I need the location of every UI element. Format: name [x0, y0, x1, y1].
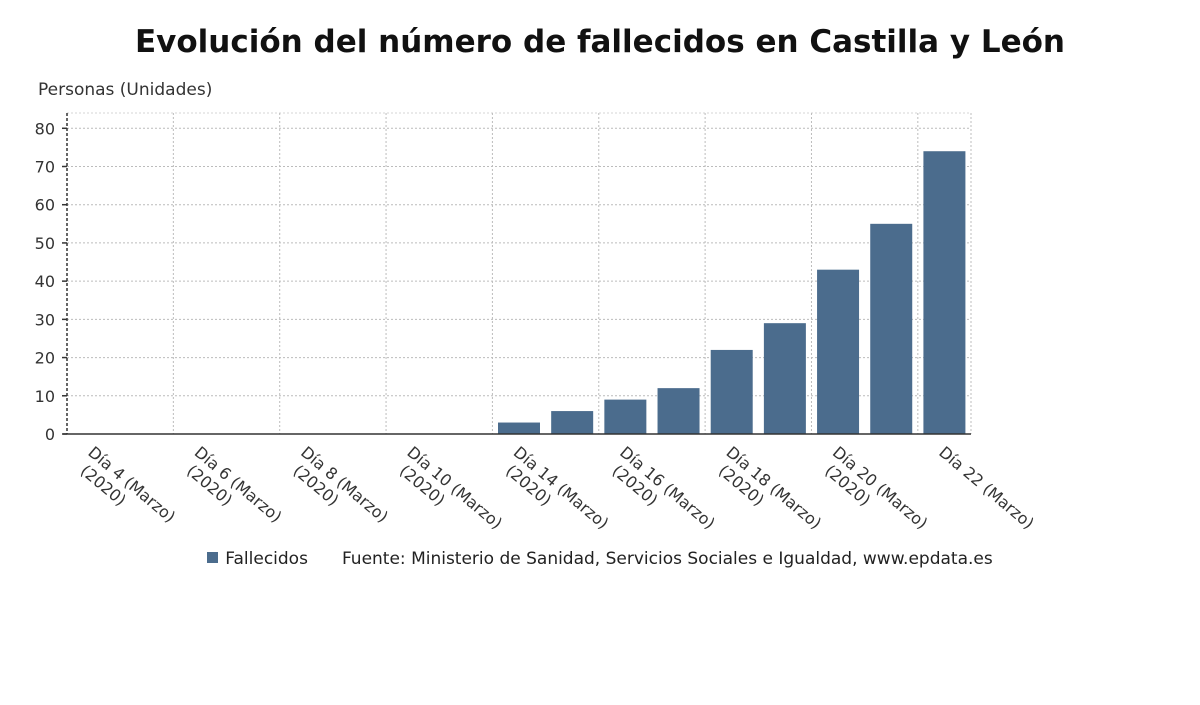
bar	[870, 223, 913, 434]
y-tick-label: 0	[45, 425, 55, 444]
bar	[923, 151, 966, 434]
source-note: Fuente: Ministerio de Sanidad, Servicios…	[341, 549, 993, 569]
x-tick-label: Día 4 (Marzo)(2020)	[72, 443, 179, 540]
y-tick-label: 50	[35, 234, 55, 253]
x-tick-label-line: Día 22 (Marzo)	[935, 443, 1038, 533]
x-tick-label: Día 22 (Marzo)	[935, 443, 1038, 533]
bar	[604, 399, 647, 434]
y-tick-label: 20	[35, 349, 55, 368]
x-tick-label: Día 16 (Marzo)(2020)	[604, 443, 719, 540]
legend-swatch-fallecidos	[207, 551, 219, 563]
bar	[710, 349, 753, 434]
x-tick-label: Día 8 (Marzo)(2020)	[285, 443, 392, 540]
y-tick-label: 30	[35, 310, 55, 329]
bar	[551, 411, 594, 434]
bar	[763, 323, 806, 434]
x-tick-label: Día 6 (Marzo)(2020)	[179, 443, 286, 540]
legend-label-fallecidos: Fallecidos	[225, 549, 308, 569]
y-tick-label: 80	[35, 119, 55, 138]
legend: Fallecidos Fuente: Ministerio de Sanidad,…	[0, 549, 1200, 569]
y-tick-label: 10	[35, 387, 55, 406]
x-tick-label: Día 20 (Marzo)(2020)	[817, 443, 932, 540]
y-tick-label: 40	[35, 272, 55, 291]
bar	[498, 422, 540, 434]
bar	[817, 269, 860, 434]
x-tick-label: Día 18 (Marzo)(2020)	[710, 443, 825, 540]
y-tick-label: 70	[35, 158, 55, 177]
y-tick-label: 60	[35, 196, 55, 215]
x-tick-label: Día 14 (Marzo)(2020)	[498, 443, 613, 540]
bar	[657, 388, 700, 434]
chart-title: Evolución del número de fallecidos en Ca…	[135, 24, 1065, 60]
x-tick-label: Día 10 (Marzo)(2020)	[391, 443, 506, 540]
y-axis-label: Personas (Unidades)	[38, 80, 213, 100]
